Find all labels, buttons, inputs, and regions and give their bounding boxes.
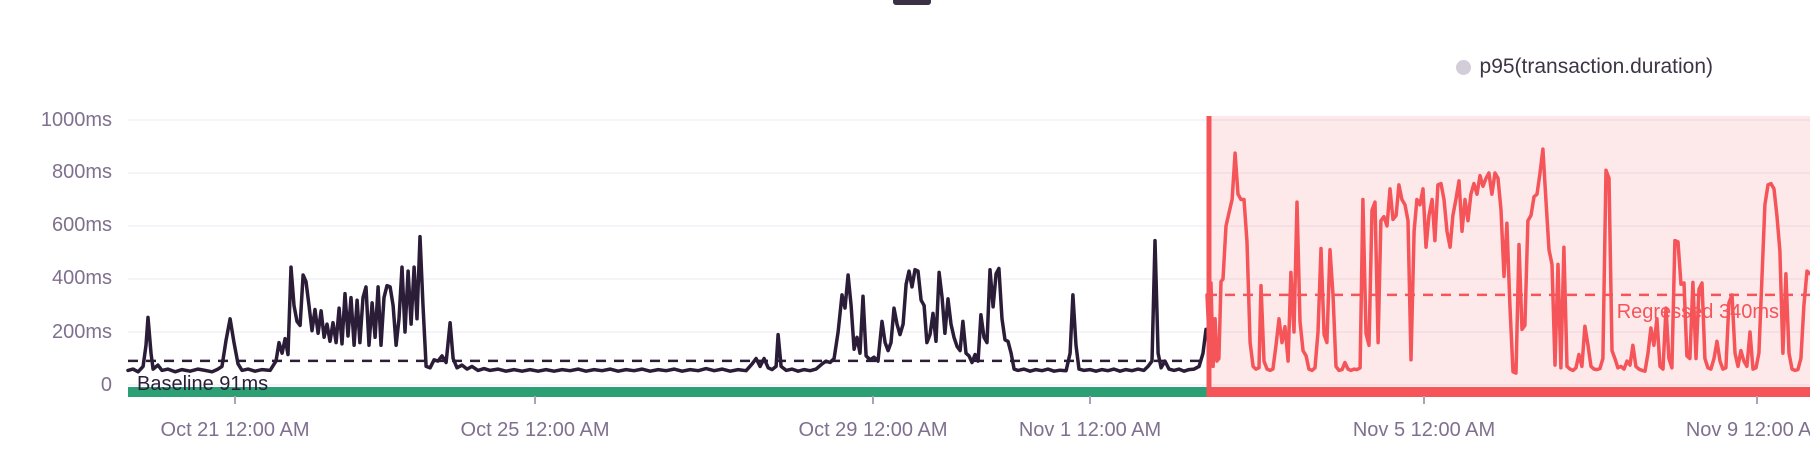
y-axis-label-800ms: 800ms — [51, 161, 112, 183]
baseline-annotation: Baseline 91ms — [137, 373, 269, 395]
y-axis-label-200ms: 200ms — [51, 321, 112, 343]
legend-label: p95(transaction.duration) — [1479, 55, 1713, 78]
x-axis-label-nov1: Nov 1 12:00 AM — [1018, 419, 1162, 441]
axis-ticks — [234, 396, 1758, 404]
y-axis-label-400ms: 400ms — [51, 267, 112, 289]
series-lines — [126, 147, 1810, 375]
x-axis-label-oct25: Oct 25 12:00 AM — [460, 419, 610, 441]
x-axis-label-oct21: Oct 21 12:00 AM — [160, 419, 310, 441]
x-axis-label-oct29: Oct 29 12:00 AM — [798, 419, 948, 441]
legend-marker-icon — [1455, 59, 1471, 75]
x-axis-label-nov5: Nov 5 12:00 AM — [1352, 419, 1496, 441]
y-axis-label-600ms: 600ms — [51, 214, 112, 236]
y-axis-label-1000ms: 1000ms — [40, 109, 112, 131]
cropped-element-artifact — [893, 0, 931, 5]
y-axis-label-0: 0 — [100, 374, 112, 396]
regressed-annotation: Regressed 340ms — [1616, 301, 1779, 323]
x-axis-label-nov9: Nov 9 12:00 AM — [1685, 419, 1810, 441]
interval-bars — [128, 387, 1810, 397]
legend-item-p95[interactable]: p95(transaction.duration) — [1455, 55, 1713, 79]
